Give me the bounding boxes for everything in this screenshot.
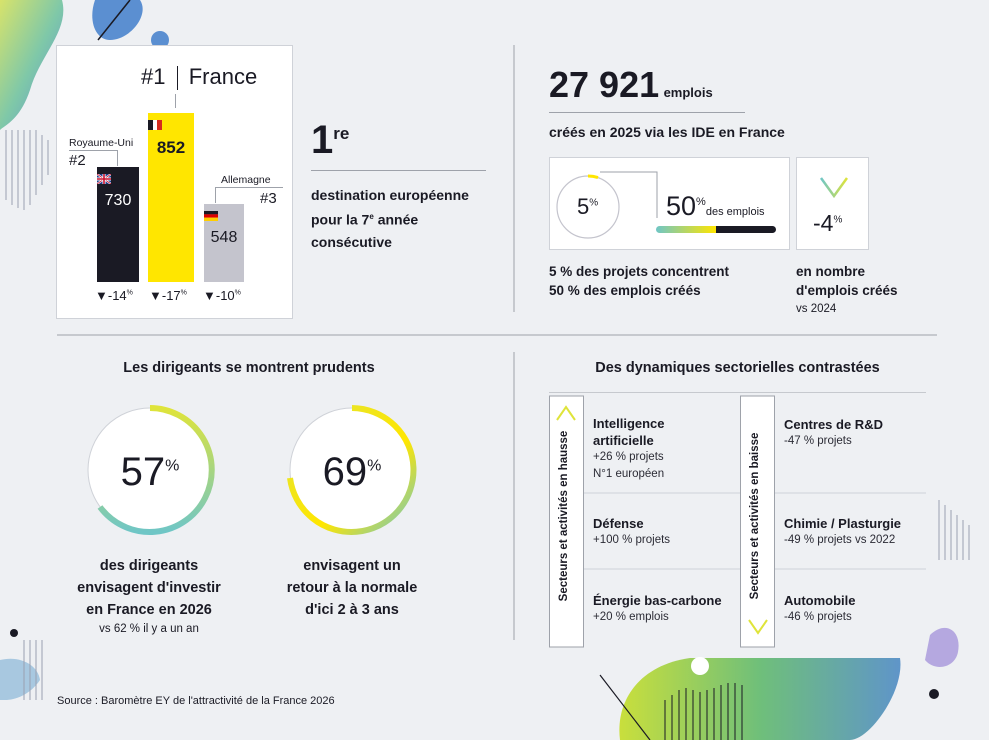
sectors-grid <box>549 392 926 648</box>
country2-label: Royaume-Uni <box>69 137 134 149</box>
bar-france: 852 <box>148 113 194 282</box>
concentration-box: 5% 50%des emplois <box>549 157 790 250</box>
sector-down-0: Centres de R&D -47 % projets <box>784 417 883 447</box>
ranking-text: destination européenne pour la 7e année … <box>311 187 469 250</box>
ring-57 <box>87 405 215 535</box>
stat-57-note: vs 62 % il y a un an <box>99 623 199 635</box>
stat-57-text: des dirigeants envisagent d'investir en … <box>77 558 221 618</box>
concentration-graphic <box>556 171 776 239</box>
change-value: -4% <box>813 210 843 236</box>
jobs-subtitle: créés en 2025 via les IDE en France <box>549 124 785 140</box>
ranking-number: 1 <box>311 118 334 162</box>
bar-uk: 730 <box>96 167 139 282</box>
germany-flag-icon <box>204 211 218 221</box>
jobs-number: 27 921 <box>549 64 660 105</box>
sector-up-2: Énergie bas-carbone +20 % emplois <box>593 593 722 623</box>
jobs-headline: 27 921 emplois <box>549 64 713 106</box>
ranking-sup: re <box>333 124 350 143</box>
source-note: Source : Baromètre EY de l'attractivité … <box>57 695 335 707</box>
ranking-heading: 1re <box>311 118 349 163</box>
rank3-label: #3 <box>260 190 277 207</box>
rank1-label: #1 <box>141 64 166 89</box>
uk-flag-icon <box>96 173 112 185</box>
concentration-text: 5 % des projets concentrent 50 % des emp… <box>549 264 730 298</box>
change-box: -4% <box>796 157 869 250</box>
change-uk: ▼-14% <box>95 288 133 303</box>
country3-label: Allemagne <box>221 174 271 186</box>
sector-down-2: Automobile -46 % projets <box>784 593 856 623</box>
sector-up-1: Défense +100 % projets <box>593 516 671 546</box>
rank1-title: #1 France <box>141 64 258 91</box>
pct-jobs: 50%des emplois <box>666 191 765 221</box>
rank2-label: #2 <box>69 152 86 169</box>
france-flag-icon <box>148 120 162 130</box>
stat-69: 69% <box>322 450 382 494</box>
change-france: ▼-17% <box>149 288 187 303</box>
stat-57: 57% <box>120 450 180 494</box>
sector-down-1: Chimie / Plasturgie -49 % projets vs 202… <box>784 516 902 546</box>
jobs-unit: emplois <box>663 85 713 100</box>
sectors-down-label: Secteurs et activités en baisse <box>749 432 761 600</box>
ring-69 <box>287 405 417 535</box>
down-chevron-icon <box>819 177 849 199</box>
change-text: en nombre d'emplois créés vs 2024 <box>796 264 898 315</box>
country1-label: France <box>188 64 258 89</box>
change-germany: ▼-10% <box>203 288 241 303</box>
sectors-up-label: Secteurs et activités en hausse <box>558 430 570 602</box>
value-uk: 730 <box>104 192 132 209</box>
value-france: 852 <box>156 138 186 157</box>
value-germany: 548 <box>210 229 238 246</box>
sector-up-0: Intelligence artificielle +26 % projets … <box>593 416 665 480</box>
stat-69-text: envisagent un retour à la normale d'ici … <box>286 558 418 618</box>
pct-projects: 5% <box>577 194 599 219</box>
leaders-title: Les dirigeants se montrent prudents <box>123 360 375 376</box>
podium-panel: #1 France Royaume-Uni #2 730 ▼-14% 852 ▼… <box>56 45 293 319</box>
sectors-title: Des dynamiques sectorielles contrastées <box>595 360 880 376</box>
bar-germany: 548 <box>204 204 244 282</box>
